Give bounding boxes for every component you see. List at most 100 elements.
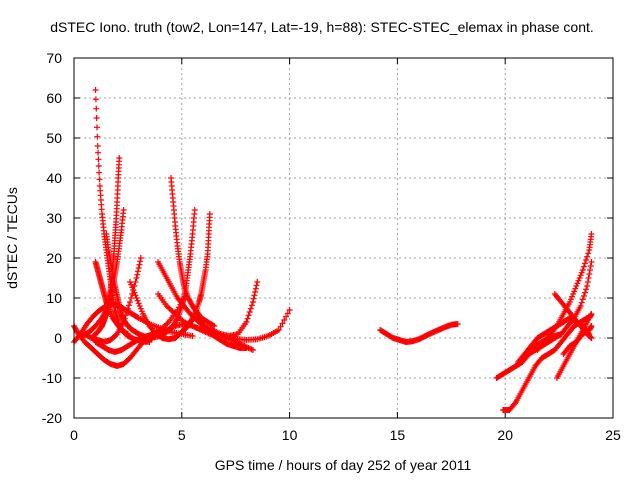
data-point — [576, 275, 583, 281]
data-point — [132, 279, 139, 285]
data-point — [94, 143, 101, 149]
data-point — [277, 323, 284, 330]
data-point — [569, 293, 576, 300]
grid-lines — [74, 58, 613, 418]
data-point — [245, 312, 252, 319]
data-point — [132, 292, 139, 299]
data-point — [571, 288, 578, 295]
data-point — [96, 176, 103, 183]
data-point — [250, 295, 257, 302]
data-point — [574, 280, 581, 287]
data-point — [572, 285, 579, 292]
data-point — [131, 289, 138, 296]
data-point — [122, 312, 129, 319]
data-point — [284, 310, 291, 317]
data-point — [127, 279, 134, 285]
data-point — [588, 259, 595, 265]
data-series-24 — [534, 231, 595, 353]
x-tick-label: 20 — [497, 427, 513, 443]
data-point — [124, 305, 131, 312]
data-point — [134, 271, 141, 278]
data-point — [94, 133, 101, 140]
x-axis-label: GPS time / hours of day 252 of year 2011 — [215, 457, 472, 473]
data-point — [249, 299, 256, 305]
data-point — [566, 299, 573, 305]
data-point — [92, 87, 99, 93]
data-series-8 — [81, 255, 144, 345]
data-point — [92, 96, 99, 103]
data-point — [573, 283, 580, 289]
data-point — [128, 295, 135, 301]
data-point — [125, 302, 132, 309]
data-series-25 — [560, 323, 595, 357]
data-point — [96, 169, 103, 176]
data-point — [138, 308, 145, 315]
data-point — [243, 319, 250, 325]
data-point — [95, 149, 102, 156]
data-point — [583, 286, 590, 293]
data-point — [134, 297, 141, 304]
data-point — [135, 265, 142, 271]
data-point — [130, 287, 137, 293]
y-tick-label: 50 — [46, 130, 62, 146]
x-tick-label: 0 — [70, 427, 78, 443]
data-point — [579, 296, 586, 303]
data-point — [577, 272, 584, 279]
data-point — [244, 315, 251, 322]
data-point — [251, 292, 258, 299]
data-point — [586, 271, 593, 277]
y-tick-label: -10 — [42, 370, 62, 386]
data-point — [454, 321, 461, 327]
data-point — [580, 293, 587, 299]
x-tick-label: 15 — [390, 427, 406, 443]
x-tick-label: 5 — [178, 427, 186, 443]
data-point — [248, 302, 255, 309]
data-point — [93, 105, 100, 112]
data-point — [211, 323, 218, 329]
data-point — [137, 255, 144, 261]
data-point — [275, 327, 282, 333]
data-point — [279, 320, 286, 327]
y-tick-label: 40 — [46, 170, 62, 186]
data-point — [253, 282, 260, 289]
data-point — [584, 253, 591, 260]
data-point — [93, 124, 100, 131]
data-point — [283, 313, 290, 320]
data-point — [129, 284, 136, 291]
y-axis-label: dSTEC / TECUs — [4, 187, 20, 289]
data-points — [71, 87, 595, 413]
y-tick-label: 60 — [46, 90, 62, 106]
data-point — [134, 268, 141, 275]
y-tick-label: 70 — [46, 50, 62, 66]
data-point — [588, 311, 595, 317]
data-point — [577, 303, 584, 309]
data-point — [579, 267, 586, 273]
data-point — [178, 329, 185, 335]
data-point — [246, 309, 253, 315]
data-point — [286, 307, 293, 313]
data-point — [210, 322, 217, 329]
data-series-16 — [142, 321, 256, 353]
data-point — [252, 289, 259, 295]
data-point — [254, 279, 261, 285]
data-point — [578, 269, 585, 276]
data-point — [124, 331, 131, 337]
data-point — [136, 261, 143, 268]
data-point — [95, 163, 102, 169]
data-point — [127, 299, 134, 305]
data-point — [179, 328, 186, 335]
data-point — [585, 275, 592, 281]
data-point — [584, 279, 591, 285]
data-point — [578, 299, 585, 306]
x-tick-label: 25 — [605, 427, 621, 443]
data-point — [588, 335, 595, 341]
data-point — [93, 115, 100, 121]
data-series-17 — [377, 321, 461, 345]
data-point — [252, 285, 259, 292]
data-point — [281, 317, 288, 323]
data-point — [567, 296, 574, 303]
data-point — [570, 291, 577, 297]
data-point — [575, 277, 582, 284]
data-series-11 — [168, 175, 218, 329]
